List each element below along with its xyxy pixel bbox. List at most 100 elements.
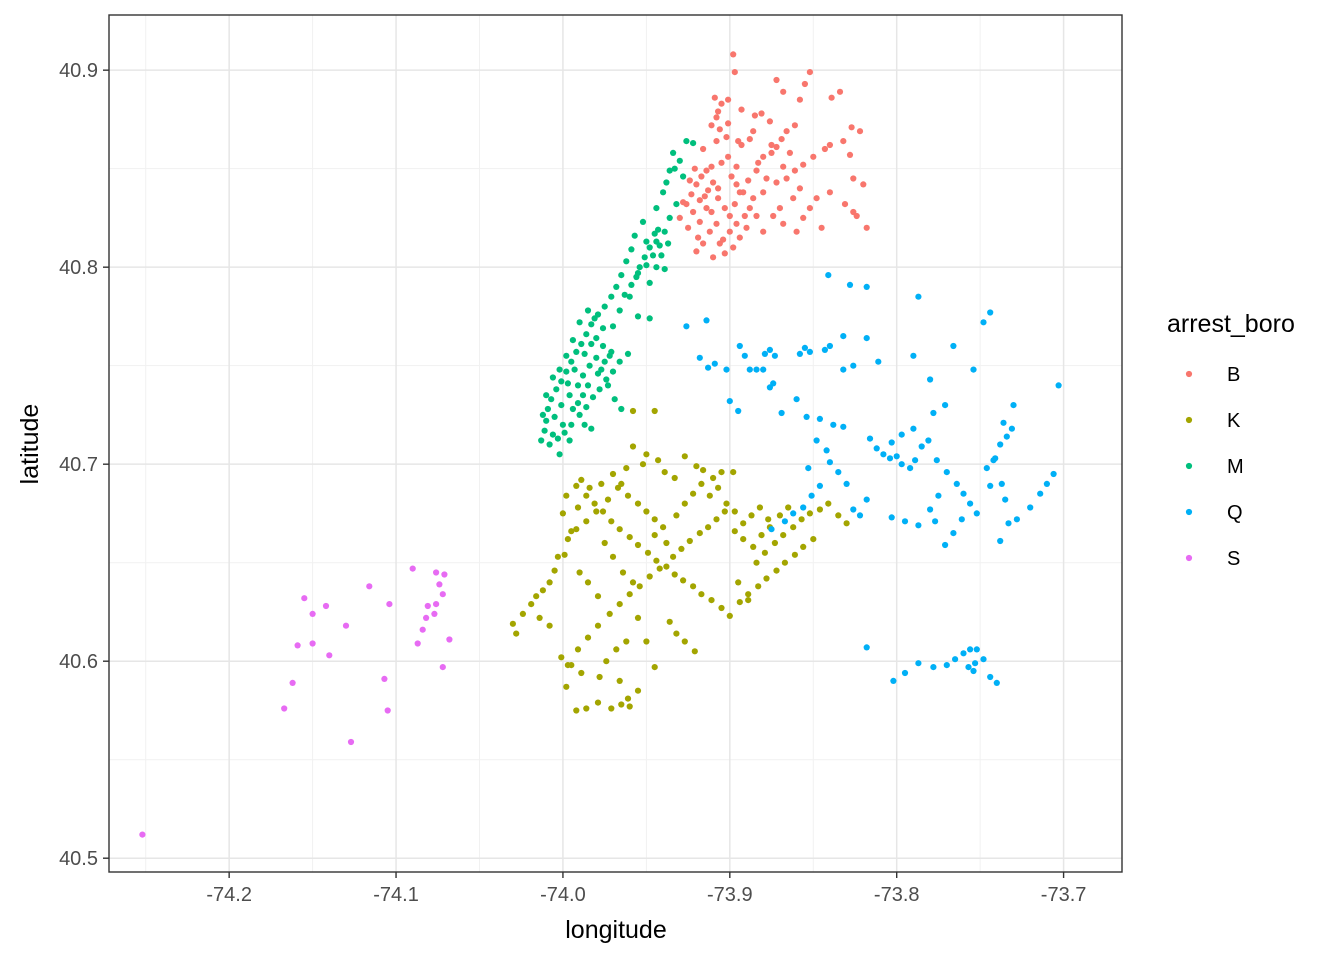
data-point — [658, 252, 665, 259]
data-point — [289, 679, 296, 687]
data-point — [599, 325, 607, 332]
data-point — [583, 404, 590, 411]
data-point — [663, 179, 670, 186]
data-point — [821, 145, 829, 153]
data-point — [576, 411, 583, 418]
data-point — [576, 569, 583, 576]
data-point — [901, 518, 909, 525]
data-point — [433, 601, 440, 608]
data-point — [579, 392, 587, 399]
data-point — [509, 620, 516, 627]
data-point — [583, 492, 590, 499]
data-point — [846, 151, 854, 158]
data-point — [366, 583, 373, 590]
data-point — [987, 309, 994, 316]
data-point — [768, 526, 775, 533]
data-point — [695, 234, 702, 241]
data-point — [584, 307, 592, 314]
data-point — [626, 591, 633, 598]
data-point — [731, 69, 738, 76]
data-point — [591, 315, 598, 322]
data-point — [953, 480, 960, 487]
data-point — [743, 224, 750, 231]
data-point — [753, 212, 760, 220]
data-point — [698, 480, 705, 487]
data-point — [569, 337, 577, 344]
data-point — [563, 492, 570, 499]
data-point — [696, 218, 703, 225]
data-point — [586, 362, 593, 369]
data-point — [751, 112, 759, 119]
x-tick-label: -74.0 — [540, 884, 586, 906]
data-point — [563, 352, 570, 359]
data-point — [745, 591, 752, 598]
data-point — [634, 614, 642, 622]
data-point — [660, 189, 667, 196]
data-point — [805, 465, 812, 472]
data-point — [713, 220, 720, 227]
data-point — [718, 604, 725, 612]
data-point — [726, 612, 733, 620]
data-point — [780, 220, 787, 227]
data-point — [578, 669, 585, 677]
data-point — [671, 571, 678, 578]
data-point — [753, 167, 760, 174]
legend-title: arrest_boro — [1167, 310, 1295, 338]
data-point — [863, 224, 870, 231]
data-point — [685, 224, 692, 231]
data-point — [750, 543, 757, 551]
data-point — [623, 465, 630, 472]
data-point — [599, 342, 607, 350]
data-point — [626, 534, 633, 541]
data-point — [825, 272, 832, 279]
data-point — [830, 421, 837, 428]
data-point — [950, 530, 957, 537]
data-point — [746, 136, 753, 143]
data-point — [785, 504, 792, 511]
data-point — [519, 610, 527, 618]
data-point — [624, 695, 632, 702]
data-point — [1000, 419, 1007, 426]
data-point — [721, 508, 728, 515]
data-point — [740, 520, 747, 527]
data-point — [616, 358, 623, 365]
data-point — [558, 378, 565, 385]
data-point — [703, 205, 710, 212]
data-point — [643, 451, 650, 458]
data-point — [836, 88, 844, 95]
data-point — [574, 400, 582, 407]
data-point — [823, 447, 830, 454]
data-point — [594, 622, 602, 629]
data-point — [546, 441, 553, 448]
data-point — [690, 583, 697, 590]
data-point — [673, 512, 680, 519]
data-point — [730, 51, 737, 58]
data-point — [760, 366, 767, 373]
data-point — [813, 195, 820, 202]
data-point — [958, 516, 965, 523]
data-point — [740, 536, 747, 543]
data-point — [715, 108, 722, 115]
data-point — [776, 205, 784, 212]
data-point — [536, 614, 543, 622]
data-point — [656, 565, 663, 572]
data-point — [583, 331, 590, 338]
data-point — [539, 411, 547, 418]
data-point — [825, 500, 832, 507]
data-point — [950, 342, 957, 350]
data-point — [760, 153, 767, 160]
data-point — [835, 469, 842, 476]
data-point — [1037, 490, 1044, 497]
x-axis-title: longitude — [565, 916, 666, 944]
data-point — [549, 431, 557, 438]
data-point — [721, 205, 728, 212]
data-point — [720, 236, 727, 243]
data-point — [1013, 516, 1021, 523]
data-point — [736, 234, 743, 241]
data-point — [826, 141, 834, 149]
data-point — [680, 199, 687, 206]
data-point — [629, 407, 637, 415]
data-point — [725, 96, 732, 103]
series-M — [538, 138, 697, 458]
